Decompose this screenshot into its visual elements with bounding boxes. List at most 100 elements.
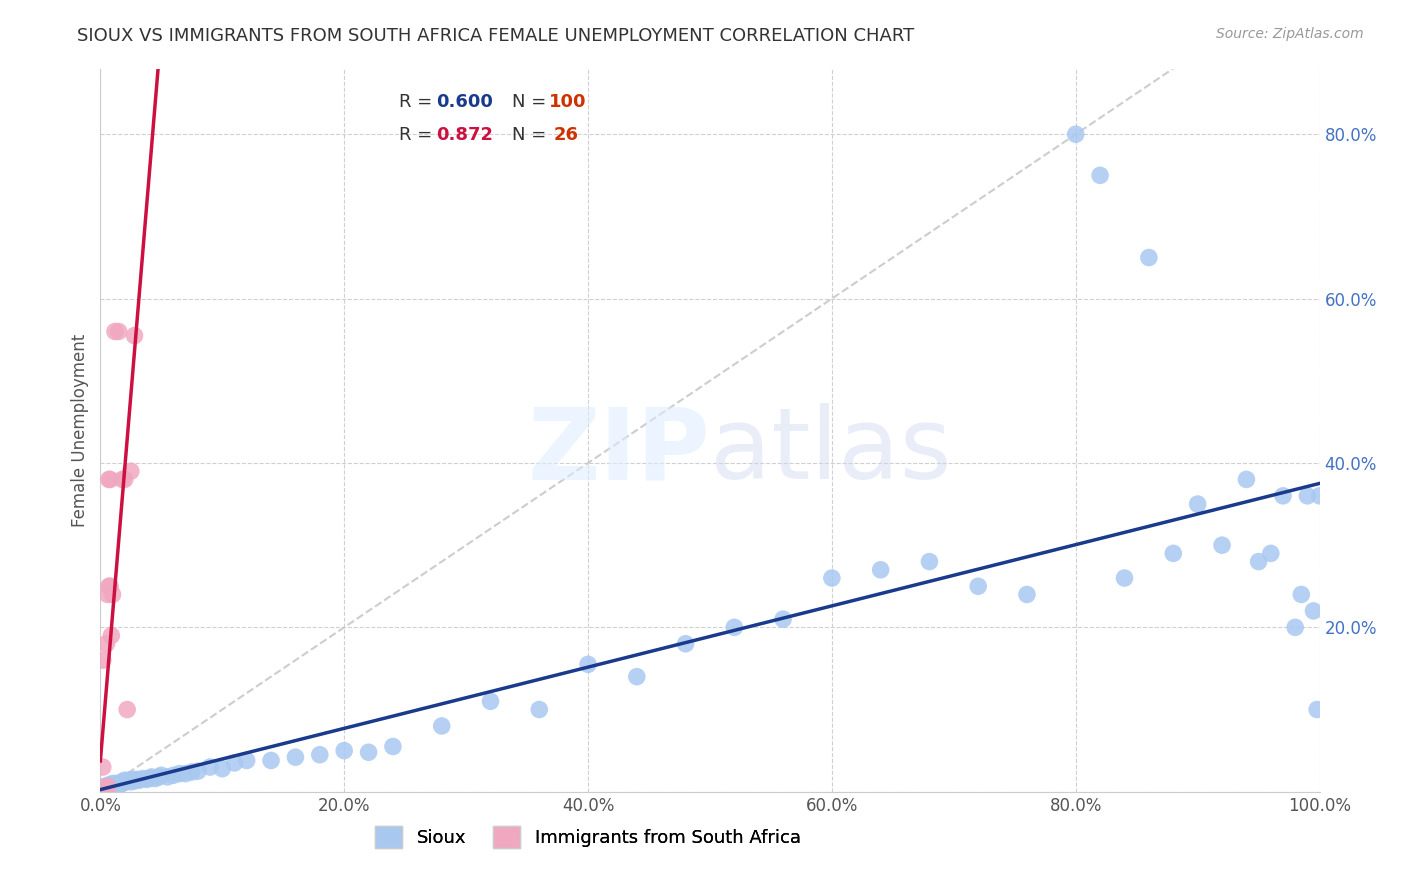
Point xyxy=(96,637,118,651)
Point xyxy=(576,657,599,672)
Text: SIOUX VS IMMIGRANTS FROM SOUTH AFRICA FEMALE UNEMPLOYMENT CORRELATION CHART: SIOUX VS IMMIGRANTS FROM SOUTH AFRICA FE… xyxy=(77,27,914,45)
Point xyxy=(118,773,141,788)
Point xyxy=(120,774,142,789)
Point xyxy=(1211,538,1233,552)
Point xyxy=(1161,546,1184,560)
Point xyxy=(111,774,134,789)
Point xyxy=(101,587,124,601)
Point xyxy=(104,779,127,793)
Point xyxy=(1088,169,1111,183)
Point xyxy=(110,776,132,790)
Point xyxy=(381,739,404,754)
Point xyxy=(115,774,138,789)
Point xyxy=(93,780,115,794)
Point xyxy=(1302,604,1324,618)
Point xyxy=(101,780,124,794)
Point xyxy=(111,776,134,790)
Point xyxy=(1247,555,1270,569)
Point xyxy=(967,579,990,593)
Point xyxy=(93,782,115,797)
Text: N =: N = xyxy=(512,93,553,111)
Point xyxy=(128,773,150,788)
Text: 0.600: 0.600 xyxy=(436,93,492,111)
Point xyxy=(97,778,120,792)
Point xyxy=(100,629,122,643)
Point xyxy=(141,770,163,784)
Point xyxy=(1187,497,1209,511)
Point xyxy=(97,780,120,795)
Point xyxy=(333,743,356,757)
Point xyxy=(1137,251,1160,265)
Point xyxy=(97,780,120,794)
Point xyxy=(1296,489,1319,503)
Text: Source: ZipAtlas.com: Source: ZipAtlas.com xyxy=(1216,27,1364,41)
Point xyxy=(101,780,124,795)
Text: R =: R = xyxy=(399,126,439,144)
Point xyxy=(198,760,221,774)
Point xyxy=(94,780,117,794)
Point xyxy=(1272,489,1295,503)
Point xyxy=(98,472,121,486)
Point xyxy=(156,770,179,784)
Point xyxy=(114,774,136,789)
Point xyxy=(97,579,120,593)
Point xyxy=(430,719,453,733)
Text: atlas: atlas xyxy=(710,403,952,500)
Point xyxy=(105,778,128,792)
Point xyxy=(169,766,191,780)
Point xyxy=(94,782,117,797)
Point xyxy=(97,780,120,795)
Point xyxy=(174,766,197,780)
Point xyxy=(224,756,246,770)
Text: N =: N = xyxy=(512,126,553,144)
Point xyxy=(107,325,129,339)
Text: 100: 100 xyxy=(548,93,586,111)
Point xyxy=(1236,472,1258,486)
Point xyxy=(1309,489,1331,503)
Point xyxy=(100,780,122,794)
Text: 0.872: 0.872 xyxy=(436,126,492,144)
Point xyxy=(180,764,202,779)
Point xyxy=(124,328,146,343)
Text: R =: R = xyxy=(399,93,439,111)
Point xyxy=(111,472,134,486)
Point xyxy=(115,702,138,716)
Point xyxy=(96,780,118,795)
Point xyxy=(94,781,117,796)
Point xyxy=(108,777,131,791)
Point xyxy=(101,776,124,790)
Point xyxy=(135,772,157,787)
Point xyxy=(308,747,330,762)
Point xyxy=(97,472,120,486)
Point xyxy=(529,702,551,716)
Point xyxy=(357,745,380,759)
Point xyxy=(96,780,118,795)
Point xyxy=(94,781,117,796)
Point xyxy=(138,772,160,786)
Point xyxy=(97,780,120,794)
Text: 26: 26 xyxy=(554,126,579,144)
Point xyxy=(187,764,209,779)
Point xyxy=(94,780,117,795)
Point xyxy=(675,637,697,651)
Point xyxy=(284,750,307,764)
Point xyxy=(114,472,136,486)
Point xyxy=(235,754,257,768)
Point xyxy=(132,772,155,786)
Point xyxy=(97,780,120,794)
Point xyxy=(93,782,115,797)
Point xyxy=(1284,620,1306,634)
Point xyxy=(101,779,124,793)
Point xyxy=(121,772,143,787)
Point xyxy=(1114,571,1136,585)
Point xyxy=(91,760,114,774)
Legend: Sioux, Immigrants from South Africa: Sioux, Immigrants from South Africa xyxy=(368,819,808,855)
Point xyxy=(104,325,127,339)
Point xyxy=(1291,587,1313,601)
Point xyxy=(107,777,129,791)
Point xyxy=(772,612,794,626)
Point xyxy=(723,620,745,634)
Point xyxy=(148,770,170,784)
Point xyxy=(124,774,146,789)
Point xyxy=(96,781,118,796)
